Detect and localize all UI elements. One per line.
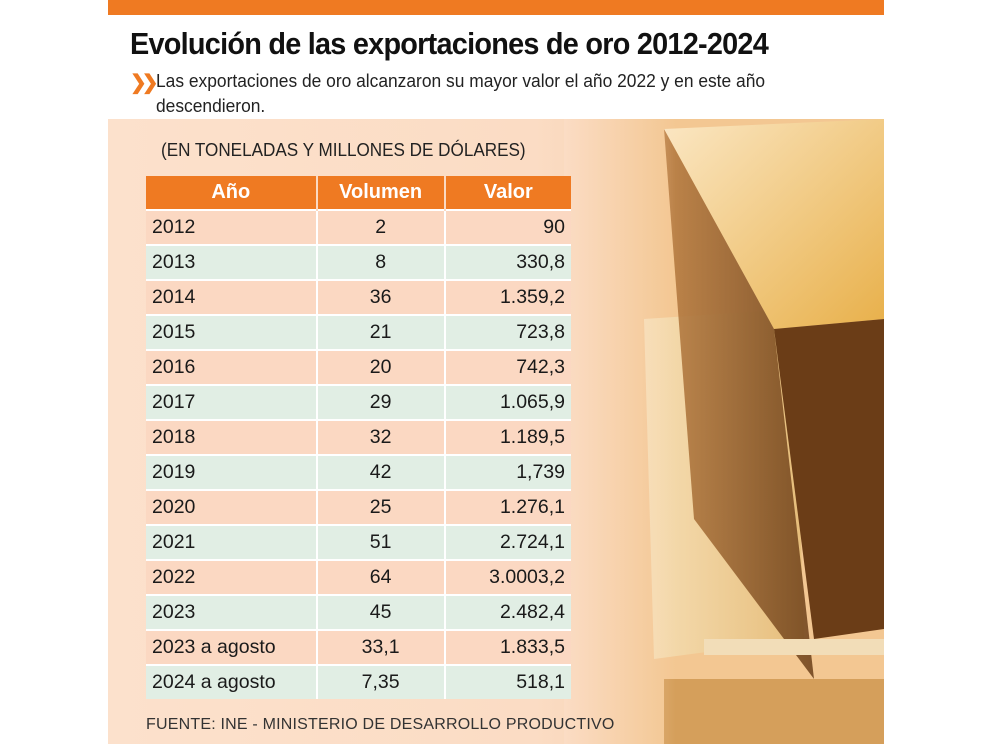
double-chevron-right-icon: ❯❯	[130, 72, 158, 94]
cell-value: 742,3	[444, 349, 571, 385]
cell-value: 1.833,5	[444, 629, 571, 665]
table-row: 2014 36 1.359,2	[146, 279, 571, 315]
column-header-value: Valor	[444, 176, 571, 210]
cell-value: 1,739	[444, 454, 571, 490]
cell-year: 2014	[146, 279, 318, 315]
top-accent-bar	[108, 0, 884, 15]
cell-year: 2016	[146, 349, 318, 385]
cell-volume: 20	[316, 349, 446, 385]
cell-value: 723,8	[444, 314, 571, 350]
page-title: Evolución de las exportaciones de oro 20…	[130, 26, 769, 61]
cell-volume: 36	[316, 279, 446, 315]
table-row: 2012 2 90	[146, 209, 571, 245]
cell-volume: 33,1	[316, 629, 446, 665]
cell-volume: 45	[316, 594, 446, 630]
cell-volume: 42	[316, 454, 446, 490]
cell-value: 518,1	[444, 664, 571, 699]
cell-value: 1.065,9	[444, 384, 571, 420]
cell-year: 2012	[146, 209, 318, 245]
table-row: 2017 29 1.065,9	[146, 384, 571, 420]
column-header-volume: Volumen	[316, 176, 446, 210]
cell-value: 1.189,5	[444, 419, 571, 455]
cell-year: 2020	[146, 489, 318, 525]
cell-year: 2023	[146, 594, 318, 630]
cell-year: 2019	[146, 454, 318, 490]
cell-year: 2015	[146, 314, 318, 350]
table-row: 2018 32 1.189,5	[146, 419, 571, 455]
cell-volume: 2	[316, 209, 446, 245]
cell-year: 2022	[146, 559, 318, 595]
cell-year: 2021	[146, 524, 318, 560]
cell-year: 2017	[146, 384, 318, 420]
cell-value: 3.0003,2	[444, 559, 571, 595]
table-row: 2023 a agosto 33,1 1.833,5	[146, 629, 571, 665]
cell-year: 2023 a agosto	[146, 629, 318, 665]
cell-volume: 7,35	[316, 664, 446, 699]
cell-year: 2024 a agosto	[146, 664, 318, 699]
cell-volume: 25	[316, 489, 446, 525]
gold-bars-illustration	[564, 119, 884, 744]
cell-volume: 32	[316, 419, 446, 455]
exports-table: Año Volumen Valor 2012 2 90 2013 8 330,8 201…	[146, 176, 571, 699]
cell-value: 1.276,1	[444, 489, 571, 525]
cell-value: 2.724,1	[444, 524, 571, 560]
cell-volume: 8	[316, 244, 446, 280]
units-note: (EN TONELADAS Y MILLONES DE DÓLARES)	[161, 140, 526, 160]
cell-value: 2.482,4	[444, 594, 571, 630]
cell-year: 2018	[146, 419, 318, 455]
cell-volume: 21	[316, 314, 446, 350]
column-header-year: Año	[146, 176, 318, 210]
table-row: 2021 51 2.724,1	[146, 524, 571, 560]
table-header-row: Año Volumen Valor	[146, 176, 571, 210]
source-note: FUENTE: INE - MINISTERIO DE DESARROLLO P…	[146, 716, 615, 733]
table-row: 2022 64 3.0003,2	[146, 559, 571, 595]
cell-value: 1.359,2	[444, 279, 571, 315]
table-row: 2013 8 330,8	[146, 244, 571, 280]
cell-value: 330,8	[444, 244, 571, 280]
cell-volume: 64	[316, 559, 446, 595]
table-row: 2023 45 2.482,4	[146, 594, 571, 630]
subtitle: Las exportaciones de oro alcanzaron su m…	[156, 70, 766, 116]
table-row: 2024 a agosto 7,35 518,1	[146, 664, 571, 699]
cell-volume: 29	[316, 384, 446, 420]
cell-value: 90	[444, 209, 571, 245]
cell-year: 2013	[146, 244, 318, 280]
cell-volume: 51	[316, 524, 446, 560]
table-row: 2016 20 742,3	[146, 349, 571, 385]
table-row: 2015 21 723,8	[146, 314, 571, 350]
table-row: 2019 42 1,739	[146, 454, 571, 490]
table-row: 2020 25 1.276,1	[146, 489, 571, 525]
